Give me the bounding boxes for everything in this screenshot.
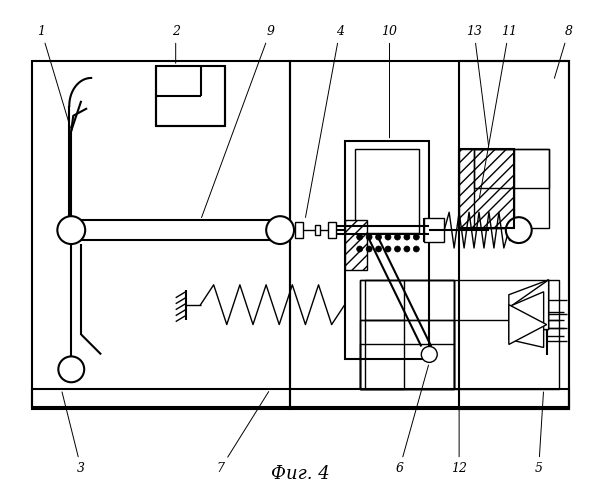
Text: Фиг. 4: Фиг. 4 [271, 465, 329, 483]
Bar [359, 320, 454, 389]
Bar [359, 280, 454, 389]
Circle shape [58, 216, 85, 244]
Circle shape [413, 246, 419, 252]
Bar [459, 148, 514, 228]
Circle shape [366, 246, 372, 252]
Bar [290, 61, 569, 409]
Circle shape [266, 216, 294, 244]
Text: 7: 7 [217, 392, 269, 475]
Text: 4: 4 [305, 24, 344, 218]
Circle shape [376, 246, 382, 252]
Circle shape [413, 234, 419, 240]
Circle shape [58, 356, 84, 382]
Bar [328, 222, 336, 238]
Bar [359, 344, 404, 389]
Bar [32, 389, 569, 407]
Text: 5: 5 [535, 392, 544, 475]
Bar [32, 61, 290, 409]
Bar [474, 148, 548, 228]
Circle shape [421, 346, 437, 362]
Text: 8: 8 [554, 24, 572, 78]
Polygon shape [509, 304, 547, 344]
Bar [315, 225, 320, 235]
Circle shape [385, 234, 391, 240]
Circle shape [366, 234, 372, 240]
Circle shape [376, 234, 382, 240]
Text: 2: 2 [172, 24, 179, 63]
Polygon shape [509, 280, 548, 330]
Circle shape [404, 234, 410, 240]
Bar [474, 148, 548, 188]
Circle shape [404, 246, 410, 252]
Bar [295, 222, 303, 238]
Bar [156, 66, 226, 126]
Text: 11: 11 [479, 24, 517, 198]
Text: 3: 3 [62, 392, 85, 475]
Bar [345, 140, 429, 360]
Bar [459, 148, 514, 228]
Circle shape [506, 217, 532, 243]
Circle shape [394, 234, 400, 240]
Circle shape [356, 234, 362, 240]
Polygon shape [509, 280, 548, 330]
Text: 1: 1 [37, 24, 70, 128]
Bar [355, 148, 419, 233]
Text: 10: 10 [382, 24, 398, 138]
Bar [424, 218, 444, 242]
Bar [71, 220, 280, 240]
Text: 6: 6 [395, 365, 428, 476]
Bar [509, 220, 517, 240]
Polygon shape [509, 292, 544, 348]
Bar [459, 61, 569, 409]
Text: 12: 12 [451, 392, 467, 475]
Circle shape [394, 246, 400, 252]
Text: 9: 9 [202, 24, 274, 218]
Bar [359, 280, 559, 389]
Bar [345, 220, 367, 270]
Circle shape [356, 246, 362, 252]
Circle shape [385, 246, 391, 252]
Text: 13: 13 [466, 24, 488, 146]
